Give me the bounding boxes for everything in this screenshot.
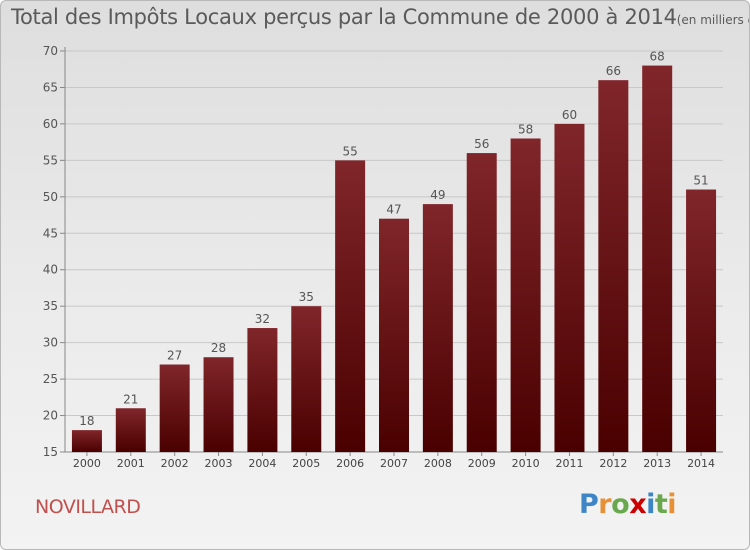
bar-2005 (291, 306, 322, 452)
y-tick-label: 30 (43, 336, 58, 350)
y-tick-label: 60 (43, 117, 58, 131)
x-tick-label-2014: 2014 (687, 457, 715, 470)
bar-layer (71, 65, 717, 452)
logo-letter: r (598, 489, 612, 520)
logo-letter: P (579, 489, 599, 520)
x-tick-label-2011: 2011 (555, 457, 583, 470)
bar-2012 (598, 80, 629, 452)
x-tick-label-2012: 2012 (599, 457, 627, 470)
x-tick-label-2013: 2013 (643, 457, 671, 470)
x-tick-label-2010: 2010 (512, 457, 540, 470)
data-label-2009: 56 (474, 137, 489, 151)
chart-title: Total des Impôts Locaux perçus par la Co… (11, 5, 749, 29)
bar-2004 (247, 328, 278, 452)
data-label-2000: 18 (79, 414, 94, 428)
data-label-2013: 68 (650, 50, 665, 64)
data-label-2012: 66 (606, 64, 621, 78)
x-tick-label-2007: 2007 (380, 457, 408, 470)
bar-2003 (203, 357, 234, 452)
data-label-2004: 32 (255, 312, 270, 326)
x-tick-label-2001: 2001 (117, 457, 145, 470)
x-tick-label-2009: 2009 (468, 457, 496, 470)
bar-2000 (71, 430, 102, 452)
data-label-2008: 49 (430, 188, 445, 202)
proxiti-logo: Proxiti (579, 489, 677, 520)
bar-2011 (554, 123, 585, 452)
x-tick-label-2002: 2002 (161, 457, 189, 470)
y-tick-label: 35 (43, 299, 58, 313)
data-label-2003: 28 (211, 341, 226, 355)
data-label-2007: 47 (386, 203, 401, 217)
logo-letter: o (611, 489, 630, 520)
chart-title-text: Total des Impôts Locaux perçus par la Co… (11, 5, 677, 29)
y-tick-label: 50 (43, 190, 58, 204)
y-tick-label: 20 (43, 409, 58, 423)
label-layer: 18 21 27 28 32 35 55 47 49 56 58 60 66 68 51 (79, 50, 708, 429)
chart-subtitle: (en milliers d'€) (676, 13, 749, 27)
logo-letter: x (629, 489, 647, 520)
bar-2008 (422, 204, 453, 452)
data-label-2005: 35 (299, 290, 314, 304)
y-tick-label: 45 (43, 226, 58, 240)
bar-2010 (510, 138, 541, 452)
x-tick-label-2008: 2008 (424, 457, 452, 470)
x-tick-label-2004: 2004 (248, 457, 276, 470)
bar-2013 (642, 65, 673, 452)
x-tick-label-2005: 2005 (292, 457, 320, 470)
data-label-2011: 60 (562, 108, 577, 122)
data-label-2006: 55 (342, 144, 357, 158)
data-label-2014: 51 (693, 174, 708, 188)
logo-letter: i (646, 489, 655, 520)
y-tick-label: 70 (43, 44, 58, 58)
x-tick-label-2000: 2000 (73, 457, 101, 470)
data-label-2001: 21 (123, 392, 138, 406)
y-tick-label: 25 (43, 372, 58, 386)
data-label-2010: 58 (518, 122, 533, 136)
y-tick-label: 40 (43, 263, 58, 277)
logo-letter: t (654, 489, 668, 520)
commune-name: NOVILLARD (35, 496, 141, 518)
bar-2014 (686, 189, 717, 452)
bar-2009 (466, 153, 497, 452)
y-tick-label: 55 (43, 153, 58, 167)
x-tick-label-2003: 2003 (205, 457, 233, 470)
bar-2002 (159, 364, 190, 452)
bar-2007 (379, 218, 409, 452)
y-tick-label: 65 (43, 80, 58, 94)
logo-letter: i (667, 489, 677, 520)
bar-2001 (115, 408, 146, 452)
y-tick-label: 15 (43, 445, 58, 459)
x-tick-label-2006: 2006 (336, 457, 364, 470)
bar-2006 (335, 160, 366, 452)
data-label-2002: 27 (167, 349, 182, 363)
